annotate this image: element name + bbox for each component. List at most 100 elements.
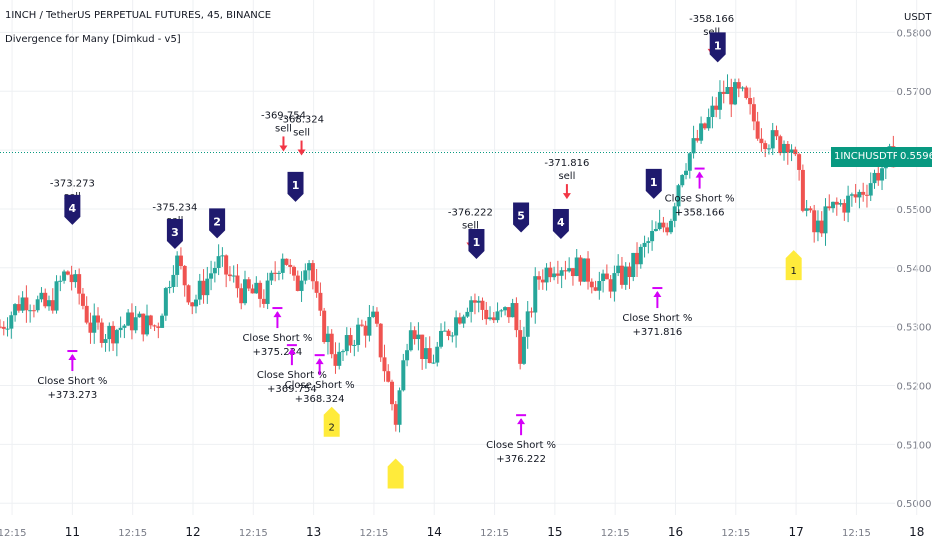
candle-body xyxy=(224,255,229,275)
candle-body xyxy=(548,267,553,278)
candle-body xyxy=(412,330,417,340)
close-short-value: +373.273 xyxy=(48,390,98,401)
close-short-label: Close Short % xyxy=(285,380,355,391)
time-axis[interactable] xyxy=(0,515,932,550)
candle-body xyxy=(638,246,643,265)
divergence-flag-number: 1 xyxy=(473,236,481,249)
candle-body xyxy=(706,117,711,129)
candle-body xyxy=(872,172,877,184)
candle-body xyxy=(190,302,195,307)
candle-body xyxy=(420,334,425,360)
price-tick-label: 0.5700 xyxy=(897,87,932,98)
candle-body xyxy=(665,227,670,233)
candle-body xyxy=(733,82,738,105)
candle-body xyxy=(661,222,666,228)
divergence-flag-bearish[interactable] xyxy=(552,208,569,239)
candle-body xyxy=(846,195,851,213)
candle-body xyxy=(341,351,346,353)
candle-body xyxy=(303,270,308,281)
time-tick-label: 12 xyxy=(185,525,200,539)
candle-body xyxy=(5,328,10,330)
divergence-flag-bullish[interactable] xyxy=(387,458,404,489)
sell-value-label: -369.754 xyxy=(261,110,306,121)
candle-body xyxy=(393,404,398,425)
candle-body xyxy=(823,206,828,234)
divergence-flag-bearish[interactable] xyxy=(209,208,226,239)
candle-body xyxy=(503,307,508,311)
candle-body xyxy=(348,335,353,346)
candle-body xyxy=(329,333,334,355)
candle-body xyxy=(220,255,225,257)
candle-body xyxy=(235,275,240,289)
candle-body xyxy=(356,324,361,345)
divergence-flag-bearish[interactable] xyxy=(468,228,485,259)
indicator-legend[interactable]: Divergence for Many [Dimkud - v5] xyxy=(5,34,181,45)
candle-body xyxy=(352,344,357,346)
candle-body xyxy=(616,265,621,274)
divergence-flag-bullish[interactable] xyxy=(323,406,340,437)
candle-body xyxy=(748,97,753,105)
candle-body xyxy=(593,287,598,291)
candle-body xyxy=(521,336,526,364)
sell-value-label: -376.222 xyxy=(448,208,493,219)
time-tick-label: 17 xyxy=(788,525,803,539)
candle-body xyxy=(597,281,602,291)
candle-body xyxy=(819,220,824,234)
close-short-value: +371.816 xyxy=(633,327,683,338)
candle-body xyxy=(586,258,591,282)
time-tick-label: 12:15 xyxy=(721,528,750,539)
candle-body xyxy=(111,325,116,344)
candle-body xyxy=(103,339,108,343)
candle-body xyxy=(167,286,172,289)
divergence-flag-bearish[interactable] xyxy=(645,168,662,199)
candle-body xyxy=(491,317,496,321)
candle-body xyxy=(405,350,410,361)
divergence-flag-bearish[interactable] xyxy=(166,218,183,249)
candle-body xyxy=(265,280,270,304)
candle-body xyxy=(160,315,165,328)
candle-body xyxy=(118,327,123,331)
candle-body xyxy=(69,274,74,283)
candle-body xyxy=(13,304,18,316)
divergence-flag-bearish[interactable] xyxy=(64,194,81,225)
candle-body xyxy=(333,354,338,366)
candle-body xyxy=(50,300,55,311)
time-tick-label: 15 xyxy=(547,525,562,539)
candle-body xyxy=(676,185,681,207)
candle-body xyxy=(717,91,722,110)
candle-body xyxy=(744,87,749,98)
candle-body xyxy=(386,371,391,382)
sell-arrow-head xyxy=(297,149,306,156)
candle-body xyxy=(107,325,112,340)
candle-body xyxy=(880,168,885,181)
close-short-label: Close Short % xyxy=(622,313,692,324)
divergence-flag-bullish[interactable] xyxy=(785,250,802,281)
candle-body xyxy=(876,172,881,181)
candle-body xyxy=(292,266,297,276)
time-tick-label: 16 xyxy=(668,525,683,539)
candle-body xyxy=(672,206,677,221)
candle-body xyxy=(472,300,477,303)
candle-body xyxy=(782,143,787,154)
candle-body xyxy=(239,288,244,304)
candle-body xyxy=(175,255,180,275)
divergence-flag-bearish[interactable] xyxy=(287,171,304,202)
candle-body xyxy=(88,322,93,333)
divergence-flag-bearish[interactable] xyxy=(709,32,726,63)
sell-label: sell xyxy=(558,171,575,182)
candle-body xyxy=(710,105,715,118)
close-short-value: +358.166 xyxy=(675,208,725,219)
candle-body xyxy=(608,279,613,292)
close-short-arrow-head xyxy=(315,358,324,365)
time-tick-label: 14 xyxy=(427,525,442,539)
close-short-label: Close Short % xyxy=(37,376,107,387)
price-tick-label: 0.5500 xyxy=(897,205,932,216)
candle-body xyxy=(563,270,568,272)
candle-body xyxy=(476,300,481,303)
candle-body xyxy=(325,333,330,343)
divergence-flag-bearish[interactable] xyxy=(513,202,530,233)
candle-body xyxy=(763,143,768,150)
candle-body xyxy=(729,87,734,105)
price-tick-label: 0.5100 xyxy=(897,440,932,451)
